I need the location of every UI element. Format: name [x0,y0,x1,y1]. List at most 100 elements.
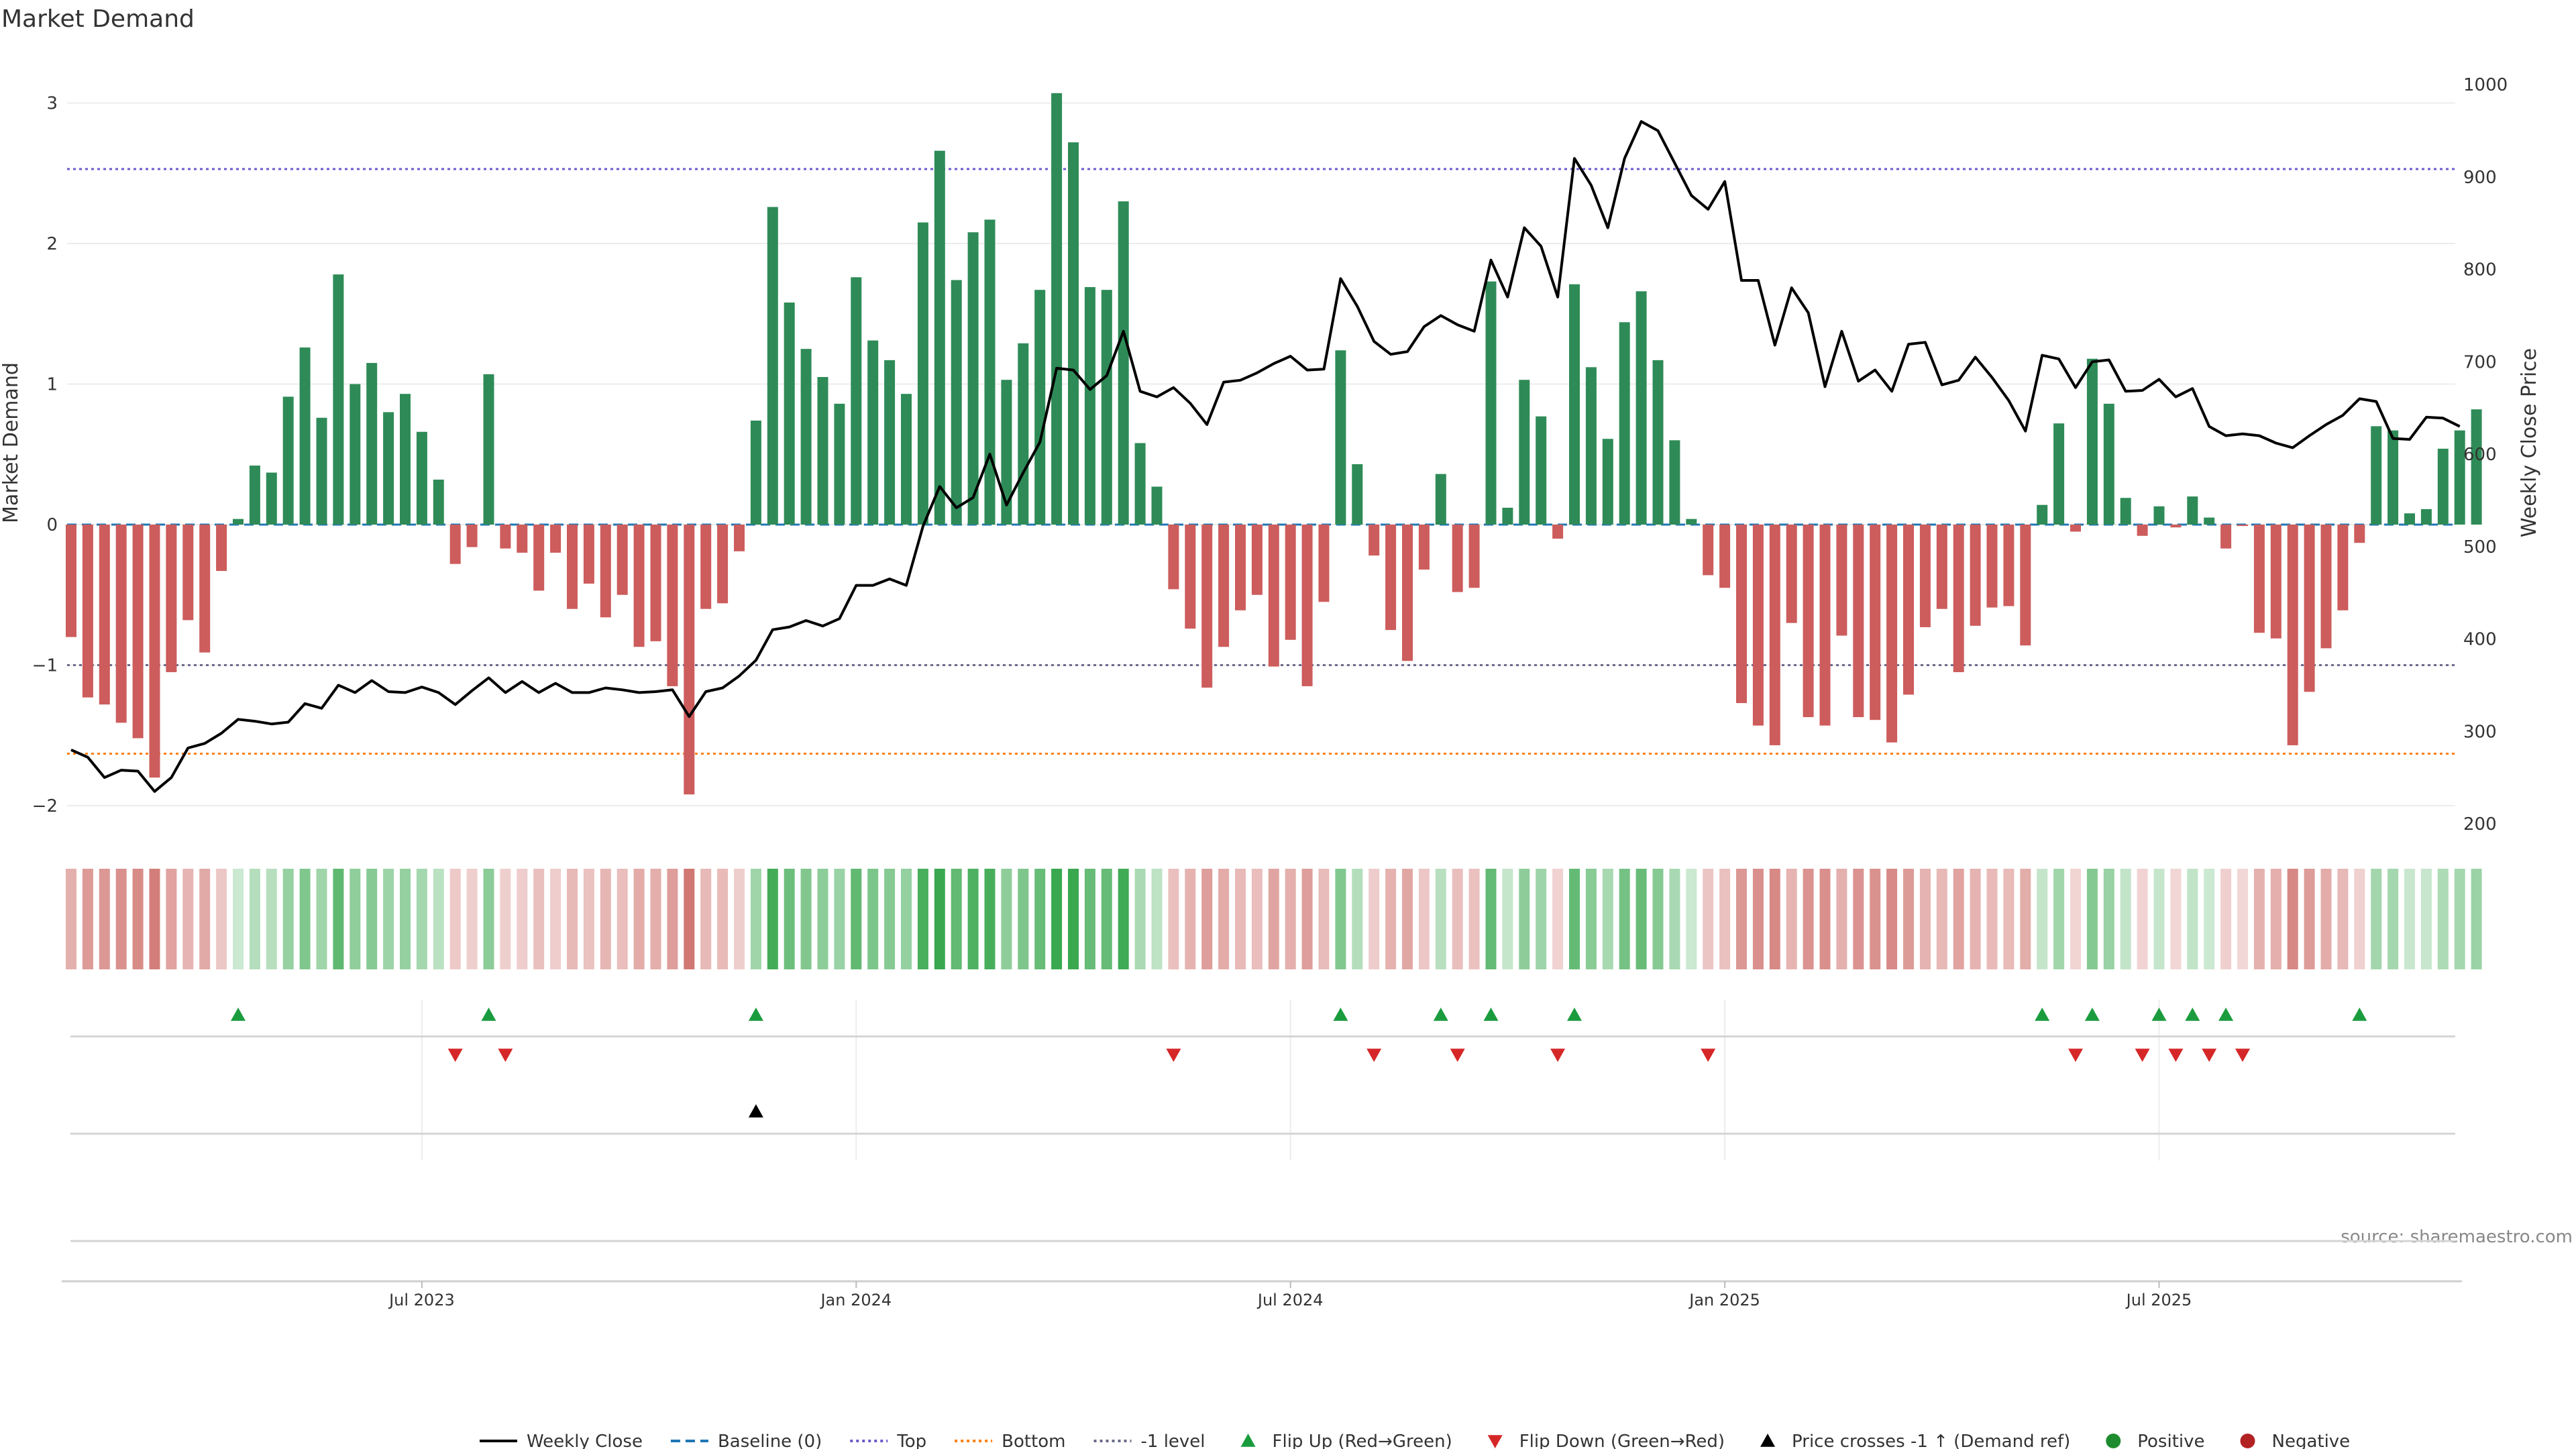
demand-bar [333,274,344,525]
heat-cell [750,869,761,969]
heat-cell [1068,869,1079,969]
heat-cell [433,869,444,969]
heat-cell [1936,869,1947,969]
heat-cell [149,869,160,969]
heat-cell [1652,869,1664,969]
heat-cell [2354,869,2365,969]
flip-down-marker [2068,1049,2083,1062]
demand-bar [1368,525,1380,556]
heat-cell [2404,869,2415,969]
flip-down-marker [1166,1049,1181,1062]
x-tick-label: Jul 2023 [388,1291,455,1309]
heat-cell [917,869,928,969]
demand-bar [1669,440,1680,525]
heat-cell [1703,869,1714,969]
demand-bar [851,277,862,525]
heat-cell [1786,869,1797,969]
demand-bar [1268,525,1279,667]
heat-cell [1752,869,1764,969]
heat-cell [784,869,795,969]
flip-up-marker [748,1008,763,1021]
demand-bar [182,525,194,621]
heat-cell [416,869,427,969]
flip-markers [231,1008,2367,1118]
heat-cell [1635,869,1647,969]
flip-up-marker [1483,1008,1499,1021]
heat-cell [2170,869,2182,969]
heat-cell [115,869,127,969]
demand-bar [1602,439,1613,525]
demand-bar [684,525,695,795]
heat-cell [1769,869,1780,969]
heat-cell [1402,869,1413,969]
demand-bar [1970,525,1981,626]
legend-label: Flip Up (Red→Green) [1273,1432,1452,1449]
y-tick-left: −1 [32,656,58,676]
heat-cell [1335,869,1346,969]
heat-cell [1619,869,1630,969]
heat-cell [2187,869,2198,969]
demand-bar [1034,290,1046,525]
demand-bar [466,525,478,547]
legend-swatch [2240,1434,2255,1448]
demand-bar [1635,291,1647,525]
heat-cell [1201,869,1213,969]
demand-bar [2070,525,2081,532]
heat-cell [600,869,611,969]
heat-cell [1435,869,1446,969]
heat-cell [233,869,244,969]
heat-cell [199,869,211,969]
demand-bar [2170,525,2182,528]
demand-bar [500,525,511,549]
demand-bar [567,525,578,609]
demand-bar [1619,322,1630,525]
demand-bar [216,525,227,572]
demand-bar [834,403,845,525]
demand-bar [2204,517,2215,525]
heat-cell [1185,869,1196,969]
heat-cell [2053,869,2065,969]
demand-bar [583,525,594,584]
demand-bar [1703,525,1714,576]
demand-bar [1836,525,1847,636]
demand-bar [1719,525,1731,588]
demand-bar [2053,423,2065,525]
legend-item: Top [850,1432,926,1449]
flip-up-marker [1333,1008,1348,1021]
y-tick-left: 2 [46,234,58,254]
heat-cell [650,869,661,969]
demand-bar [1168,525,1179,590]
heat-cell [550,869,561,969]
weekly-close-line [70,120,2461,793]
heat-cell [800,869,812,969]
heat-cell [867,869,879,969]
demand-bar [1301,525,1313,686]
demand-bar [951,280,962,525]
y-tick-right: 400 [2463,630,2497,650]
demand-bar [199,525,211,653]
demand-bar [449,525,461,564]
demand-bar [2003,525,2015,606]
demand-bar [734,525,745,551]
flip-down-marker [2135,1049,2150,1062]
flip-down-marker [1450,1049,1465,1062]
y-tick-right: 1000 [2463,75,2508,95]
heat-cell [1452,869,1463,969]
heat-cell [1034,869,1046,969]
demand-bar [66,525,76,637]
demand-bar [115,525,127,723]
demand-bar [249,466,260,525]
flip-down-marker [498,1049,513,1062]
heat-cell [1151,869,1163,969]
heat-cell [2137,869,2148,969]
y-tick-right: 800 [2463,260,2497,280]
heat-cell [383,869,394,969]
flip-up-marker [1433,1008,1448,1021]
y-tick-right: 700 [2463,352,2497,372]
heat-cell [2237,869,2248,969]
flip-up-marker [1567,1008,1582,1021]
legend-label: Top [896,1432,926,1449]
demand-bar [517,525,528,553]
legend-label: Price crosses -1 ↑ (Demand ref) [1792,1432,2070,1449]
y-axis-right-label: Weekly Close Price [2518,348,2541,537]
